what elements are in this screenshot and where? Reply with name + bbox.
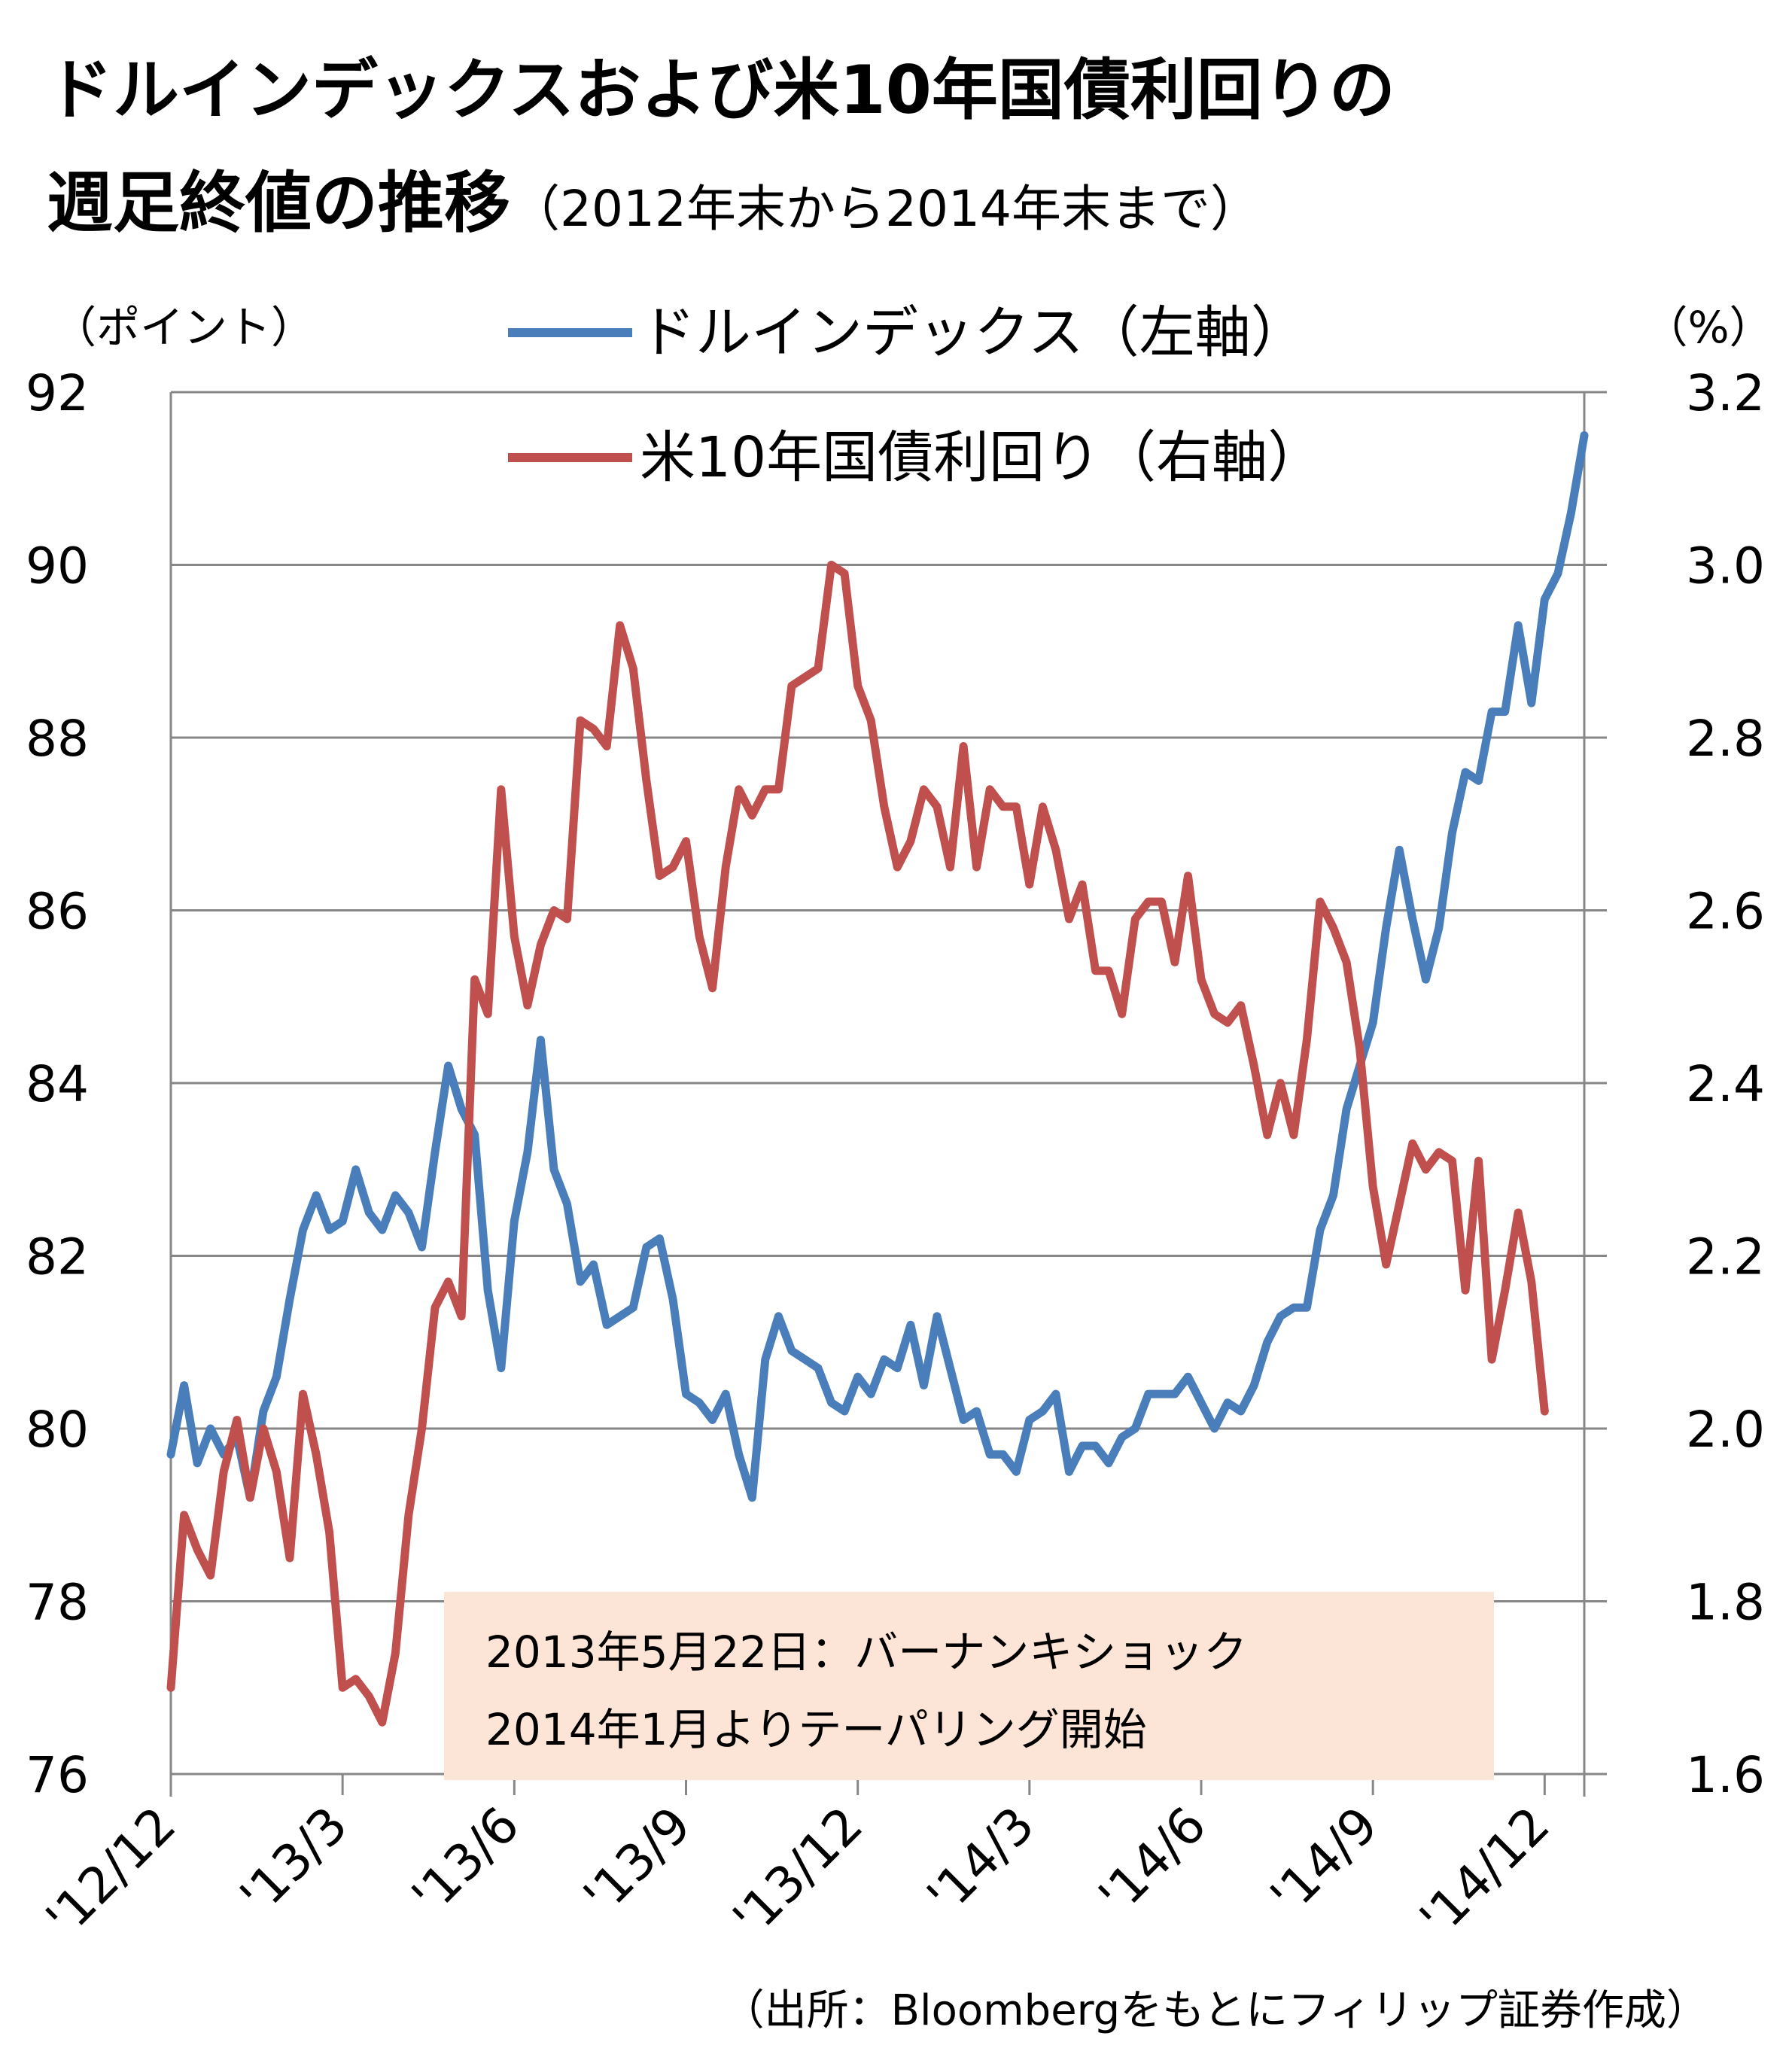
right-tick-label: 2.6 [1686,883,1765,941]
right-tick-label: 3.2 [1686,364,1765,422]
series-layer [166,431,1589,1727]
right-tick-label: 2.8 [1686,710,1765,768]
chart-title-line2: 週足終値の推移（2012年末から2014年末まで） [47,164,1260,242]
right-tick-label: 2.2 [1686,1228,1765,1286]
annotation-box [444,1592,1494,1780]
source-note: （出所：Bloombergをもとにフィリップ証券作成） [723,1986,1708,2035]
series-line-us10y [166,561,1549,1727]
left-tick-label: 90 [26,537,89,595]
right-tick-label: 3.0 [1686,537,1765,595]
x-tick-label: '13/3 [229,1796,358,1925]
axis-layer: 76 1.6 78 1.8 80 2.0 82 2.2 84 2.4 86 2.6 88 2.8 90 3.0… [26,364,1765,1804]
chart-title-line1: ドルインデックスおよび米10年国債利回りの [47,51,1395,129]
right-tick-label: 2.4 [1686,1055,1765,1113]
x-tick-label: '12/12 [35,1796,187,1948]
annotation-line1: 2013年5月22日：バーナンキショック [485,1627,1247,1678]
x-tick-label: '14/3 [916,1796,1045,1925]
annotation-line2: 2014年1月よりテーパリング開始 [485,1704,1147,1755]
x-tick-label: '14/12 [1409,1796,1561,1948]
right-axis-unit: （%） [1644,302,1772,353]
x-tick-label: '14/6 [1088,1796,1217,1925]
legend-label-dollar-index: ドルインデックス（左軸） [640,300,1307,365]
x-tick-label-layer: '12/12 '13/3 '13/6 '13/9'13/12 '14/3 '14/6 '14… [35,1796,1561,1948]
left-tick-label: 76 [26,1746,89,1804]
x-tick-label: '13/12 [722,1796,874,1948]
right-tick-label: 1.8 [1686,1574,1765,1632]
x-tick-label: '13/9 [573,1796,702,1925]
grid-layer [171,391,1607,1776]
right-tick-label: 2.0 [1686,1401,1765,1459]
x-tick-label: '14/9 [1259,1796,1389,1925]
left-tick-label: 92 [26,364,89,422]
legend-label-us10y: 米10年国債利回り（右軸） [640,425,1323,490]
left-tick-label: 88 [26,710,89,768]
chart-title-line2-main: 週足終値の推移 [47,164,510,242]
right-tick-label: 1.6 [1686,1746,1765,1804]
series-line-dollar-index [166,431,1589,1502]
left-axis-unit: （ポイント） [53,302,315,353]
chart-title-line2-sub: （2012年末から2014年末まで） [510,180,1260,238]
left-tick-label: 78 [26,1574,89,1632]
left-tick-label: 82 [26,1228,89,1286]
left-tick-label: 84 [26,1055,89,1113]
left-tick-label: 86 [26,883,89,941]
x-tick-label: '13/6 [401,1796,531,1925]
left-tick-label: 80 [26,1401,89,1459]
